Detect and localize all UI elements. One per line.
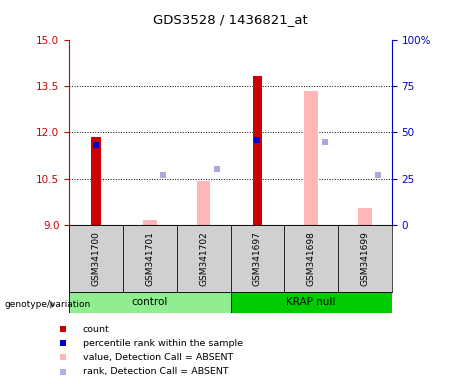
Bar bbox=[69, 292, 230, 313]
Text: control: control bbox=[132, 297, 168, 308]
Text: GSM341702: GSM341702 bbox=[199, 231, 208, 286]
Text: GDS3528 / 1436821_at: GDS3528 / 1436821_at bbox=[153, 13, 308, 26]
Bar bbox=[123, 225, 177, 292]
Bar bbox=[338, 225, 392, 292]
Text: GSM341699: GSM341699 bbox=[361, 231, 369, 286]
Text: GSM341700: GSM341700 bbox=[92, 231, 100, 286]
Text: GSM341701: GSM341701 bbox=[145, 231, 154, 286]
Text: rank, Detection Call = ABSENT: rank, Detection Call = ABSENT bbox=[83, 367, 228, 376]
Bar bbox=[143, 220, 157, 225]
Text: value, Detection Call = ABSENT: value, Detection Call = ABSENT bbox=[83, 353, 233, 362]
Bar bbox=[230, 225, 284, 292]
Bar bbox=[197, 181, 210, 225]
Text: genotype/variation: genotype/variation bbox=[5, 300, 91, 310]
Text: KRAP null: KRAP null bbox=[286, 297, 336, 308]
Bar bbox=[177, 225, 230, 292]
Bar bbox=[91, 137, 101, 225]
Text: GSM341697: GSM341697 bbox=[253, 231, 262, 286]
Polygon shape bbox=[50, 300, 55, 309]
Bar bbox=[284, 225, 338, 292]
Bar bbox=[253, 76, 262, 225]
Bar bbox=[304, 91, 318, 225]
Bar bbox=[69, 225, 123, 292]
Text: percentile rank within the sample: percentile rank within the sample bbox=[83, 339, 243, 348]
Bar bbox=[358, 208, 372, 225]
Bar bbox=[230, 292, 392, 313]
Text: count: count bbox=[83, 324, 110, 334]
Text: GSM341698: GSM341698 bbox=[307, 231, 316, 286]
